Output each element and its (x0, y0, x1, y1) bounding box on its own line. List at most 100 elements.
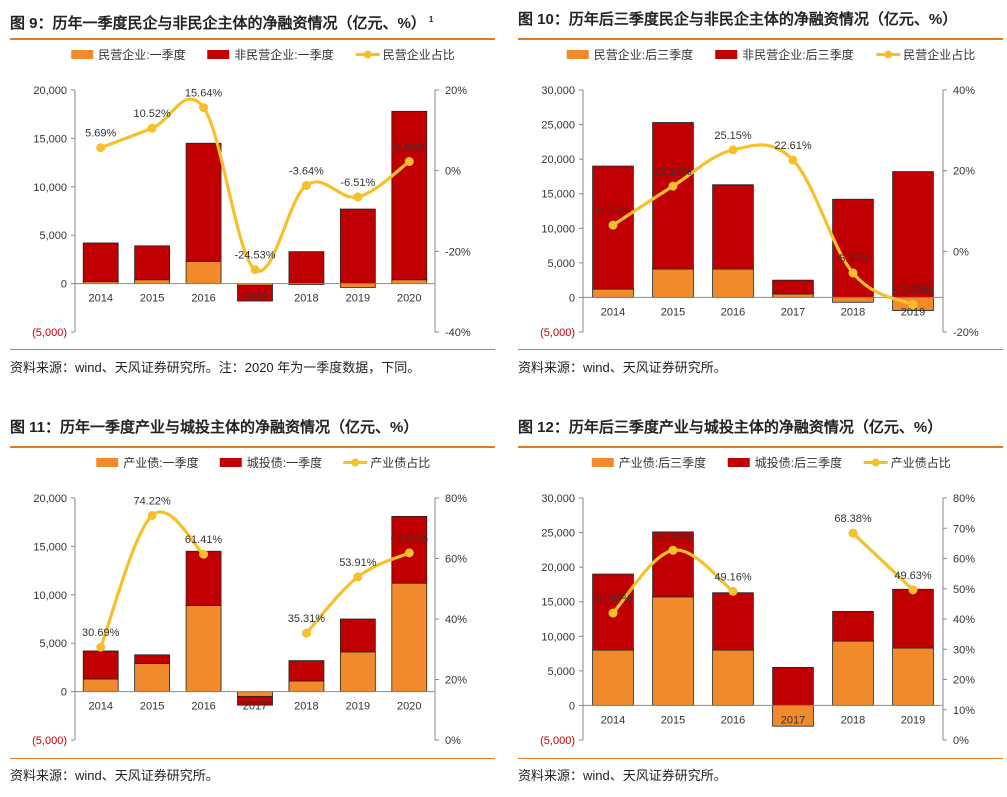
figure-9-title: 图 9：历年一季度民企与非民企主体的净融资情况（亿元、%） 1 (10, 15, 434, 32)
legend-label: 城投债:一季度 (247, 455, 322, 470)
figure-11-chart: 产业债:一季度 城投债:一季度 产业债占比 (5,000) 0 5,000 10,000 15… (32, 455, 467, 747)
y-tick-label: 5,000 (39, 230, 67, 242)
bar (82, 678, 119, 693)
data-label: 49.63% (894, 570, 932, 582)
bar (82, 650, 119, 680)
bar (185, 260, 222, 284)
y-tick-label: 5,000 (547, 666, 575, 678)
bar (832, 610, 874, 642)
data-label: 68.38% (834, 513, 872, 525)
legend-label: 产业债占比 (891, 455, 951, 470)
bar (185, 605, 222, 692)
legend-label: 民营企业:一季度 (98, 47, 185, 62)
data-label: -6.51% (340, 177, 375, 189)
bar (832, 640, 874, 706)
legend-marker (351, 458, 360, 467)
bar (288, 660, 325, 682)
data-label: -5.37% (836, 253, 871, 265)
figure-11-panel: 图 11：历年一季度产业与城投主体的净融资情况（亿元、%） 产业债:一季度 城投债… (10, 413, 495, 793)
x-tick-label: 2017 (243, 701, 267, 713)
y-tick-label: (5,000) (32, 735, 67, 747)
bar (772, 279, 814, 295)
x-tick-label: 2018 (294, 701, 318, 713)
y2-tick-label: 40% (953, 85, 975, 97)
share-point (96, 642, 106, 652)
figure-12-title: 图 12：历年后三季度产业与城投主体的净融资情况（亿元、%） (518, 419, 943, 436)
share-point (250, 265, 260, 275)
y2-tick-label: -20% (445, 246, 471, 258)
figure-10-source: 资料来源：wind、天风证券研究所。 (518, 360, 727, 375)
share-point (668, 181, 678, 191)
legend-label: 产业债:一季度 (123, 455, 198, 470)
legend-swatch (591, 458, 614, 467)
share-point (147, 123, 157, 133)
y-tick-label: 10,000 (541, 223, 575, 235)
figure-9-chart: 民营企业:一季度 非民营企业:一季度 民营企业占比 (5,000) 0 5,000 10,0… (32, 47, 471, 339)
share-point (848, 528, 858, 538)
y2-tick-label: 30% (953, 644, 975, 656)
footnote-marker: 1 (428, 15, 434, 24)
y-tick-label: 5,000 (39, 638, 67, 650)
y2-tick-label: 20% (445, 85, 467, 97)
bar (391, 110, 428, 281)
y2-tick-label: 0% (953, 246, 969, 258)
share-point (353, 192, 363, 202)
y2-tick-label: -20% (953, 327, 979, 339)
y-tick-label: 0 (61, 279, 67, 291)
share-point (404, 157, 414, 167)
x-tick-label: 2015 (140, 701, 164, 713)
y-tick-label: 25,000 (541, 120, 575, 132)
x-tick-label: 2014 (601, 714, 625, 726)
figure-12-chart: 产业债:后三季度 城投债:后三季度 产业债占比 (5,000) 0 5,000 10,000… (540, 455, 975, 747)
share-point (668, 545, 678, 555)
bar (134, 654, 171, 664)
bar (712, 649, 754, 706)
bar (237, 285, 273, 302)
bar (652, 596, 694, 706)
x-tick-label: 2018 (841, 714, 865, 726)
data-label: 22.61% (774, 140, 812, 152)
legend-swatch (219, 458, 242, 467)
y-tick-label: 5,000 (547, 258, 575, 270)
bar (772, 293, 814, 298)
legend-label: 城投债:后三季度 (755, 455, 842, 470)
legend-swatch (727, 458, 750, 467)
data-label: 53.91% (339, 557, 377, 569)
figure-11-source: 资料来源：wind、天风证券研究所。 (10, 768, 219, 783)
y2-tick-label: 80% (953, 493, 975, 505)
data-label: 2.26% (394, 142, 425, 154)
share-point (199, 549, 209, 559)
y2-tick-label: 20% (953, 675, 975, 687)
y2-tick-label: 0% (445, 735, 461, 747)
x-tick-label: 2015 (661, 306, 685, 318)
title-rule (10, 38, 495, 40)
y2-tick-label: 10% (953, 705, 975, 717)
share-point (788, 155, 798, 165)
bar (391, 279, 428, 284)
bar (288, 680, 325, 692)
y-tick-label: 10,000 (33, 182, 67, 194)
y2-tick-label: 60% (953, 554, 975, 566)
x-tick-label: 2016 (191, 293, 215, 305)
title-rule (10, 446, 495, 448)
share-point (301, 180, 311, 190)
legend: 产业债:一季度 城投债:一季度 产业债占比 (96, 455, 430, 470)
data-label: 41.97% (594, 593, 632, 605)
x-tick-label: 2016 (721, 714, 745, 726)
y-tick-label: 20,000 (541, 562, 575, 574)
legend-label: 产业债占比 (370, 455, 430, 470)
figure-9-source: 资料来源：wind、天风证券研究所。注：2020 年为一季度数据，下同。 (10, 360, 421, 375)
bar (134, 663, 171, 693)
y2-tick-label: 20% (445, 675, 467, 687)
data-label: 61.41% (185, 534, 223, 546)
bar (712, 184, 754, 270)
y2-tick-label: 0% (953, 735, 969, 747)
y2-tick-label: 50% (953, 584, 975, 596)
bar (712, 592, 754, 651)
x-tick-label: 2018 (841, 306, 865, 318)
data-label: -13.23% (893, 285, 934, 297)
y2-tick-label: 60% (445, 554, 467, 566)
x-tick-label: 2019 (346, 293, 370, 305)
data-label: -3.64% (289, 165, 324, 177)
share-point (199, 103, 209, 113)
